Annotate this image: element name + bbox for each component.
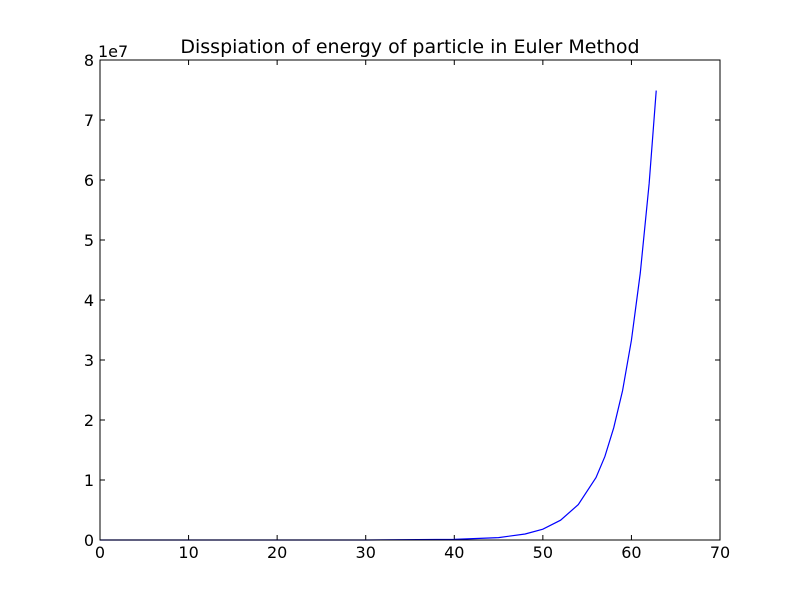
y-tick-label: 7: [84, 111, 94, 130]
y-tick-label: 8: [84, 51, 94, 70]
y-tick-label: 2: [84, 411, 94, 430]
x-tick-label: 10: [178, 543, 198, 562]
x-tick-label: 40: [444, 543, 464, 562]
chart-title: Disspiation of energy of particle in Eul…: [180, 36, 639, 58]
x-tick-label: 60: [621, 543, 641, 562]
y-tick-label: 5: [84, 231, 94, 250]
y-tick-label: 0: [84, 531, 94, 550]
x-tick-label: 30: [356, 543, 376, 562]
x-tick-label: 20: [267, 543, 287, 562]
x-tick-label: 50: [533, 543, 553, 562]
plot-frame: [99, 59, 721, 541]
y-tick-label: 1: [84, 471, 94, 490]
y-offset-label: 1e7: [98, 42, 128, 61]
x-tick-label: 70: [710, 543, 730, 562]
y-tick-label: 3: [84, 351, 94, 370]
y-tick-label: 4: [84, 291, 94, 310]
x-tick-label: 0: [95, 543, 105, 562]
y-tick-label: 6: [84, 171, 94, 190]
